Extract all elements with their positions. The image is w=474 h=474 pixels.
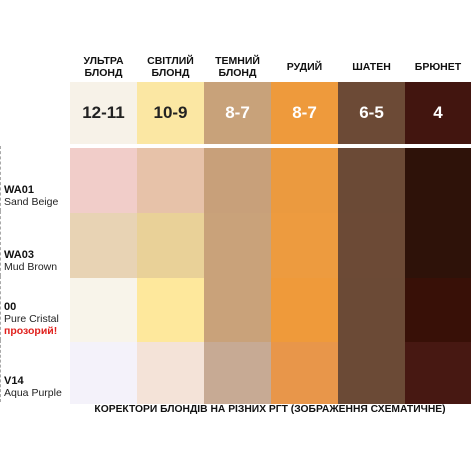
result-swatch-wa01-3 [204,148,271,213]
result-swatch-v14-2 [137,342,204,404]
corrector-name: Sand Beige [4,196,59,208]
result-swatch-v14-3 [204,342,271,404]
row-label-wa03: WA03 Mud Brown [0,211,70,276]
column-header-line1: БРЮНЕТ [414,61,462,73]
level-swatch-1: 12-11 [70,82,137,144]
corrector-name: Aqua Purple [4,387,62,399]
row-label-wa01: WA01 Sand Beige [0,146,70,211]
result-swatch-v14-5 [338,342,405,404]
result-swatch-wa03-6 [405,213,471,278]
result-swatch-wa01-1 [70,148,137,213]
column-header-line2: БЛОНД [218,67,257,79]
result-swatch-wa01-6 [405,148,471,213]
level-swatch-3: 8-7 [204,82,271,144]
corrector-code: V14 [4,375,24,387]
column-header-4: РУДИЙ [271,54,338,80]
result-swatch-00-1 [70,278,137,342]
column-header-line1: ШАТЕН [352,61,391,73]
result-swatch-00-3 [204,278,271,342]
result-swatch-v14-4 [271,342,338,404]
result-swatch-wa03-4 [271,213,338,278]
result-swatch-wa01-4 [271,148,338,213]
column-header-3: ТЕМНИЙ БЛОНД [204,54,271,80]
result-swatch-00-4 [271,278,338,342]
column-header-1: УЛЬТРА БЛОНД [70,54,137,80]
level-swatch-5: 6-5 [338,82,405,144]
column-header-line2: БЛОНД [151,67,190,79]
level-swatch-4: 8-7 [271,82,338,144]
row-label-v14: V14 Aqua Purple [0,340,70,402]
corrector-code: 00 [4,301,17,313]
row-label-00: 00 Pure Cristal прозорий! [0,276,70,340]
result-swatch-wa01-2 [137,148,204,213]
result-swatch-wa03-2 [137,213,204,278]
column-header-line1: ТЕМНИЙ [215,55,260,67]
column-header-line2: БЛОНД [84,67,123,79]
result-swatch-wa03-1 [70,213,137,278]
corrector-name: Mud Brown [4,261,58,273]
column-header-5: ШАТЕН [338,54,405,80]
column-header-line1: РУДИЙ [286,61,323,73]
column-header-line1: СВІТЛИЙ [147,55,194,67]
result-swatch-00-5 [338,278,405,342]
chart-footer-caption: КОРЕКТОРИ БЛОНДІВ НА РІЗНИХ РГТ (ЗОБРАЖЕ… [94,404,446,415]
corrector-code: WA03 [4,249,34,261]
corrector-code: WA01 [4,184,34,196]
result-swatch-wa03-5 [338,213,405,278]
result-swatch-v14-1 [70,342,137,404]
result-swatch-wa01-5 [338,148,405,213]
column-header-2: СВІТЛИЙ БЛОНД [137,54,204,80]
column-header-6: БРЮНЕТ [405,54,471,80]
level-swatch-6: 4 [405,82,471,144]
level-swatch-2: 10-9 [137,82,204,144]
result-swatch-00-2 [137,278,204,342]
corrector-name: Pure Cristal [4,313,59,325]
result-swatch-v14-6 [405,342,471,404]
result-swatch-wa03-3 [204,213,271,278]
column-header-line1: УЛЬТРА [83,55,124,67]
result-swatch-00-6 [405,278,471,342]
corrector-note: прозорий! [4,325,58,337]
